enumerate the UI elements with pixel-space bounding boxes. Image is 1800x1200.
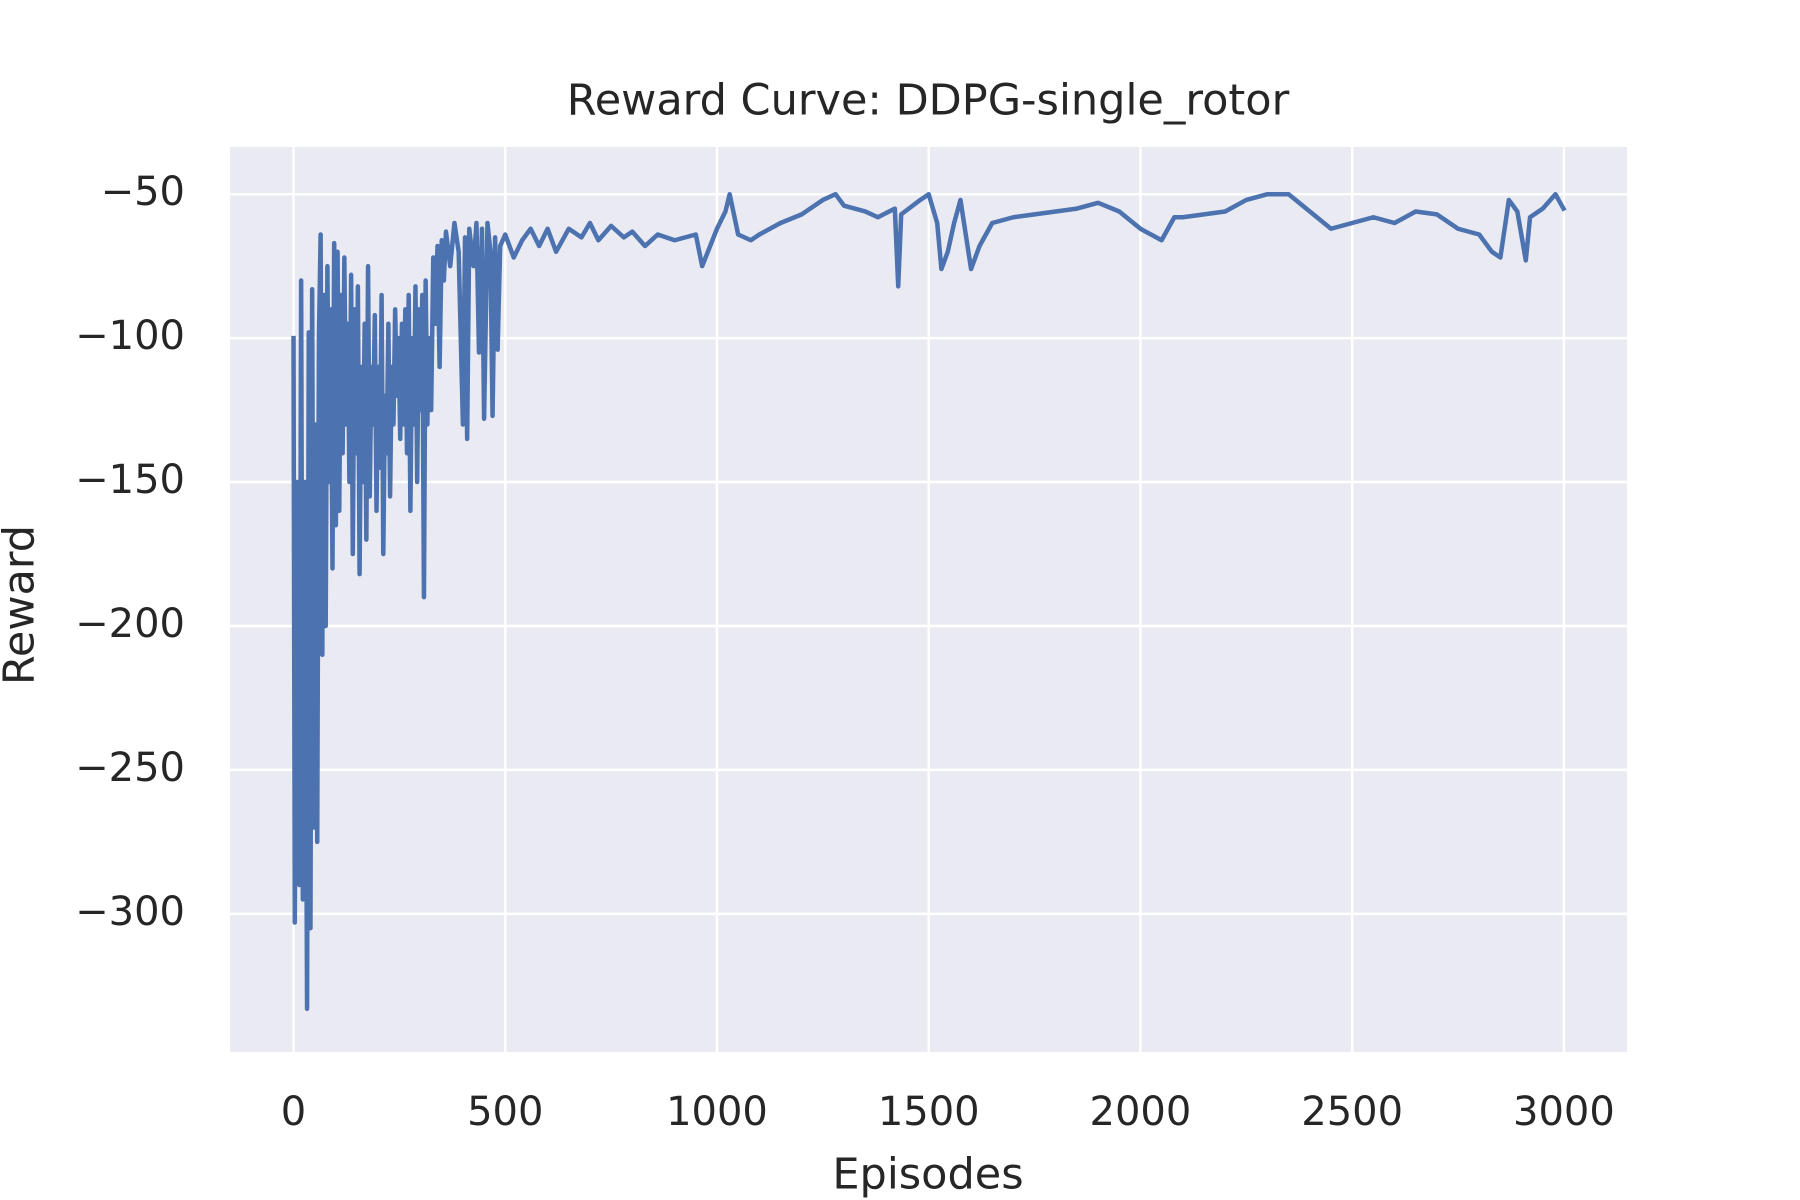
x-tick-label: 2000 [1090, 1089, 1192, 1135]
y-tick-label: −150 [75, 457, 185, 503]
chart-title: Reward Curve: DDPG-single_rotor [567, 76, 1290, 126]
y-axis-label: Reward [0, 525, 45, 685]
x-tick-label: 1000 [666, 1089, 768, 1135]
x-tick-label: 500 [467, 1089, 543, 1135]
x-axis-label: Episodes [832, 1150, 1023, 1200]
y-tick-label: −200 [75, 601, 185, 647]
x-tick-label: 2500 [1301, 1089, 1403, 1135]
y-tick-label: −100 [75, 313, 185, 359]
x-tick-label: 0 [281, 1089, 306, 1135]
y-tick-label: −50 [101, 169, 185, 215]
x-tick-label: 1500 [878, 1089, 980, 1135]
y-tick-label: −300 [75, 889, 185, 935]
line [291, 191, 1567, 1012]
y-tick-label: −250 [75, 745, 185, 791]
x-tick-label: 3000 [1513, 1089, 1615, 1135]
